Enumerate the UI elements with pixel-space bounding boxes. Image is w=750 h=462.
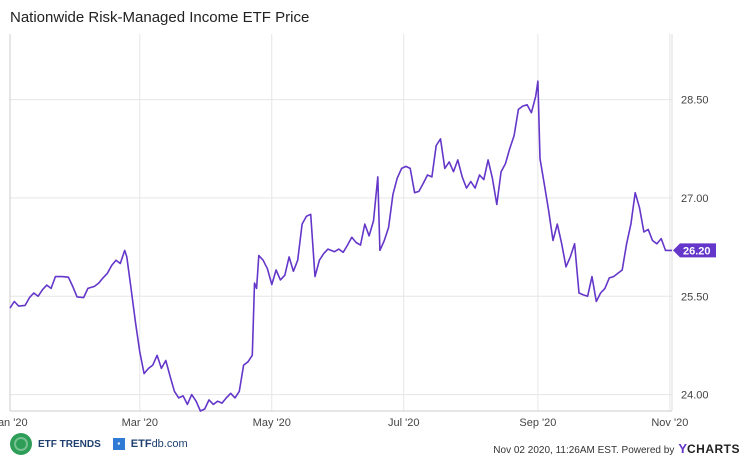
last-value-tag xyxy=(673,243,716,258)
y-tick-label: 27.00 xyxy=(681,193,709,205)
x-tick-label: Nov '20 xyxy=(651,417,688,429)
etfdb-brand: ETFdb.com xyxy=(130,438,188,450)
y-tick-label: 25.50 xyxy=(681,291,709,303)
y-tick-label: 24.00 xyxy=(681,390,709,402)
etfdb-icon: ▪ xyxy=(112,438,125,450)
footer-logos: ETF TRENDS ▪ ETFdb.com xyxy=(10,432,188,456)
x-tick-label: Jul '20 xyxy=(388,417,419,429)
y-tick-label: 28.50 xyxy=(681,95,709,107)
x-tick-label: Sep '20 xyxy=(519,417,556,429)
footer-timestamp: Nov 02 2020, 11:26AM EST. Powered by xyxy=(493,445,675,456)
ycharts-logo: YCHARTS xyxy=(678,441,740,456)
price-series-line xyxy=(9,80,672,412)
x-tick-label: Mar '20 xyxy=(122,417,158,429)
last-value-label: 26.20 xyxy=(683,245,711,257)
x-tick-label: May '20 xyxy=(253,417,291,429)
x-tick-label: Jan '20 xyxy=(0,417,28,429)
chart-title: Nationwide Risk-Managed Income ETF Price xyxy=(10,9,310,26)
footer-attribution: Nov 02 2020, 11:26AM EST. Powered by YCH… xyxy=(493,441,740,456)
etf-trends-logo-icon xyxy=(10,433,32,455)
etf-trends-brand: ETF TRENDS xyxy=(38,438,101,450)
